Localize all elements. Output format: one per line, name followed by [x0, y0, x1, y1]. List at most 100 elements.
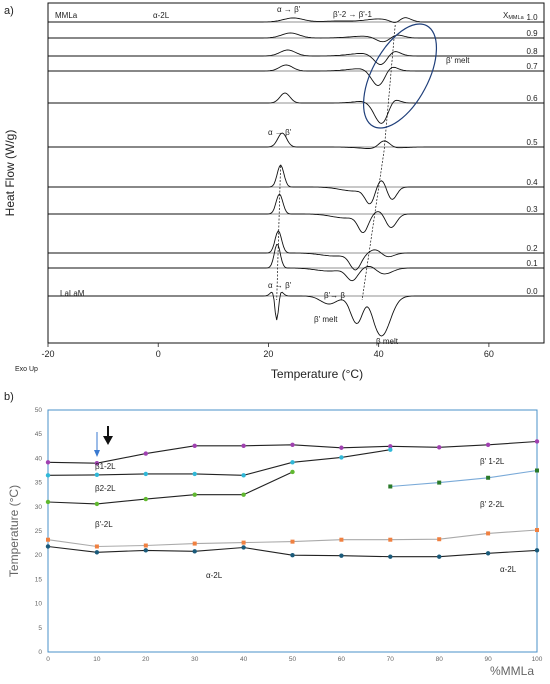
series-point	[485, 551, 491, 556]
series-point	[339, 445, 344, 450]
dsc-trace	[48, 17, 544, 23]
composition-header-x: X	[503, 11, 509, 20]
panel-b-y-tick-label: 5	[38, 625, 42, 632]
composition-label: 0.4	[526, 178, 538, 187]
series-point	[290, 442, 295, 448]
panel-a-separators	[48, 21, 544, 297]
series-point	[388, 554, 393, 559]
dsc-trace	[48, 230, 544, 271]
composition-label: 1.0	[526, 13, 538, 22]
composition-label: 0.5	[526, 138, 538, 147]
series-point	[241, 443, 246, 449]
panel-a-label: a)	[4, 5, 14, 17]
panel-a-x-tick-label: 60	[484, 349, 494, 359]
series-point	[534, 548, 540, 553]
series-point	[94, 550, 100, 555]
label-alpha-beta-bottom: α → β'	[268, 281, 292, 290]
dsc-trace	[48, 49, 544, 65]
series-point	[94, 544, 99, 549]
panel-b-x-tick-label: 20	[142, 656, 150, 663]
dsc-trace	[48, 64, 544, 86]
label-beta1-2l: β1-2L	[95, 462, 116, 471]
dsc-trace	[48, 243, 544, 282]
label-beta-prime-melt-top: β' melt	[446, 56, 470, 65]
series-point	[388, 484, 393, 489]
panel-b-y-tick-label: 25	[35, 528, 43, 535]
label-betap-2l: β'-2L	[95, 520, 113, 529]
label-alpha-beta-top: α → β'	[277, 5, 301, 14]
panel-b-x-tick-label: 90	[484, 656, 492, 663]
series-point	[94, 461, 100, 466]
panel-a-x-tick-label: 20	[263, 349, 273, 359]
panel-b-x-label: %MMLa	[490, 664, 534, 678]
panel-b-y-label: Temperature (°C)	[7, 485, 21, 577]
series-point	[241, 473, 246, 478]
composition-header-sub: MMLa	[508, 15, 524, 21]
panel-a-x-axis: -20 0 20 40 60	[41, 343, 494, 359]
series-point	[94, 472, 100, 478]
panel-b-x-tick-label: 0	[46, 656, 50, 663]
alpha-transition-guide	[276, 165, 281, 301]
dsc-trace	[48, 92, 544, 124]
series-point	[143, 496, 148, 502]
panel-b-x-tick-label: 60	[338, 656, 346, 663]
panel-a-x-tick-label: -20	[41, 349, 54, 359]
series-point	[388, 537, 393, 542]
series-point	[486, 531, 491, 536]
panel-b-x-tick-label: 40	[240, 656, 248, 663]
series-point	[535, 528, 539, 533]
composition-label: 0.0	[526, 287, 538, 296]
composition-label: 0.6	[526, 94, 538, 103]
panel-b-series	[45, 439, 540, 559]
panel-b-y-tick-label: 0	[38, 649, 42, 656]
panel-a-y-label: Heat Flow (W/g)	[3, 130, 17, 217]
label-alpha-beta-mid: α → β'	[268, 128, 292, 137]
series-point	[388, 447, 393, 452]
panel-b-x-tick-label: 80	[436, 656, 444, 663]
label-betap1-2l: β' 1-2L	[480, 457, 505, 466]
series-point	[241, 540, 246, 545]
series-point	[339, 553, 344, 558]
label-beta-prime-beta: β'→ β	[324, 291, 345, 300]
panel-b-label: b)	[4, 391, 14, 403]
series-point	[192, 541, 197, 546]
series-point	[143, 543, 148, 548]
series-point	[437, 445, 442, 450]
panel-b-y-tick-label: 10	[35, 601, 43, 608]
panel-b-y-tick-label: 45	[35, 431, 43, 438]
label-alpha-2l-left: α-2L	[206, 571, 223, 580]
panel-b-y-tick-label: 40	[35, 455, 43, 462]
series-point	[339, 455, 344, 460]
exo-up-label: Exo Up	[15, 366, 38, 373]
panel-b-y-tick-label: 50	[35, 407, 43, 414]
series-point	[290, 460, 295, 465]
series-point	[437, 480, 442, 485]
panel-a-curves	[48, 17, 544, 337]
series-line	[47, 529, 538, 548]
label-alpha-2l-right: α-2L	[500, 565, 517, 574]
dsc-trace	[48, 32, 544, 43]
label-alpha-2l-top: α-2L	[153, 11, 170, 20]
panel-b-x-axis: 0 10 20 30 40 50 60 70 80 90 100	[46, 656, 543, 663]
panel-b-y-axis: 0 5 10 15 20 25 30 35 40 45 50	[35, 407, 43, 656]
series-line	[47, 449, 391, 476]
series-point	[535, 468, 539, 473]
series-point	[241, 545, 246, 550]
series-point	[45, 473, 51, 478]
series-point	[290, 539, 295, 544]
panel-b-y-tick-label: 20	[35, 552, 43, 559]
series-point	[192, 492, 197, 497]
label-beta2-beta1: β'-2 → β'-1	[333, 10, 372, 19]
panel-b-y-tick-label: 35	[35, 480, 43, 487]
panel-b-x-tick-label: 50	[289, 656, 297, 663]
series-point	[192, 471, 197, 477]
label-mmla: MMLa	[55, 11, 78, 20]
panel-a-x-tick-label: 0	[156, 349, 161, 359]
series-point	[388, 444, 393, 449]
label-beta-melt: β melt	[376, 337, 399, 346]
series-point	[143, 451, 148, 456]
panel-b-x-tick-label: 70	[387, 656, 395, 663]
series-line	[47, 471, 293, 505]
panel-a-x-tick-label: 40	[374, 349, 384, 359]
series-point	[437, 554, 442, 559]
